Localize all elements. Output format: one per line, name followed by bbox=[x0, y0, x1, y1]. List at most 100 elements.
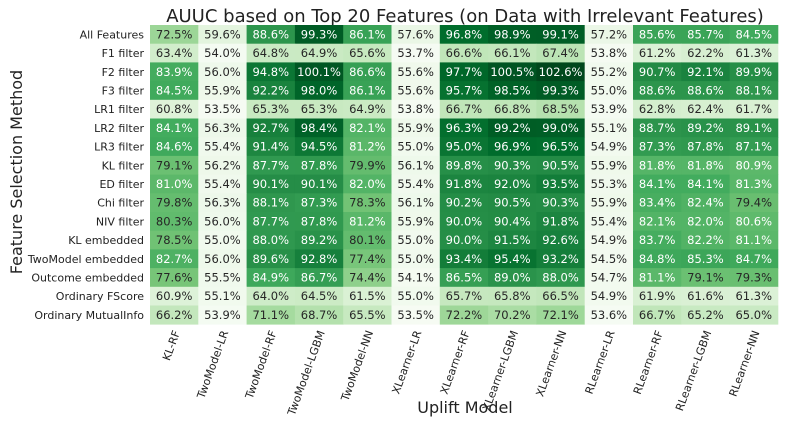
heatmap-cell bbox=[729, 193, 779, 213]
heatmap-cell bbox=[198, 137, 247, 157]
cell-value-label: 82.0% bbox=[349, 177, 386, 191]
heatmap-cell bbox=[536, 212, 586, 232]
cell-value-label: 77.6% bbox=[156, 270, 193, 284]
heatmap-cell bbox=[633, 230, 682, 250]
heatmap-cell bbox=[391, 305, 441, 325]
cell-value-label: 84.1% bbox=[156, 121, 193, 135]
cell-value-label: 102.6% bbox=[539, 65, 583, 79]
heatmap-cell bbox=[681, 155, 730, 175]
heatmap-cell bbox=[439, 118, 489, 138]
cell-value-label: 100.1% bbox=[297, 65, 341, 79]
cell-value-label: 85.6% bbox=[639, 27, 676, 41]
cell-value-label: 65.2% bbox=[687, 308, 724, 322]
cell-value-label: 56.2% bbox=[204, 158, 241, 172]
row-tick-label: Ordinary MutualInfo bbox=[34, 309, 144, 322]
cell-value-label: 56.3% bbox=[204, 196, 241, 210]
heatmap-cell bbox=[391, 268, 441, 288]
cell-value-label: 53.6% bbox=[591, 308, 628, 322]
row-tick-label: Chi filter bbox=[97, 197, 144, 210]
cell-value-label: 56.0% bbox=[204, 252, 241, 266]
cell-value-label: 64.5% bbox=[301, 289, 338, 303]
cell-value-label: 66.5% bbox=[542, 289, 579, 303]
heatmap-cell bbox=[246, 155, 296, 175]
heatmap-cell bbox=[584, 230, 634, 250]
cell-value-label: 99.3% bbox=[301, 27, 338, 41]
cell-value-label: 95.4% bbox=[494, 252, 531, 266]
cell-value-label: 53.5% bbox=[204, 102, 241, 116]
heatmap-cell bbox=[488, 174, 537, 194]
cell-value-label: 67.4% bbox=[542, 46, 579, 60]
heatmap-cell bbox=[584, 268, 634, 288]
heatmap-cell bbox=[729, 81, 779, 101]
cell-value-label: 88.1% bbox=[252, 196, 289, 210]
cell-value-label: 55.5% bbox=[204, 270, 241, 284]
cell-value-label: 62.4% bbox=[687, 102, 724, 116]
cell-value-label: 91.4% bbox=[252, 140, 289, 154]
heatmap-cell bbox=[246, 137, 296, 157]
heatmap-cell bbox=[729, 212, 779, 232]
heatmap-cell bbox=[294, 212, 344, 232]
cell-value-label: 90.0% bbox=[446, 233, 483, 247]
cell-value-label: 68.7% bbox=[301, 308, 338, 322]
cell-value-label: 66.6% bbox=[446, 46, 483, 60]
heatmap-cell bbox=[343, 62, 392, 82]
cell-value-label: 84.1% bbox=[639, 177, 676, 191]
heatmap-cell bbox=[681, 212, 730, 232]
cell-value-label: 54.9% bbox=[591, 233, 628, 247]
heatmap-cell bbox=[198, 212, 247, 232]
cell-value-label: 72.2% bbox=[446, 308, 483, 322]
heatmap-cell bbox=[488, 155, 537, 175]
cell-value-label: 87.7% bbox=[252, 158, 289, 172]
cell-value-label: 55.0% bbox=[397, 252, 434, 266]
heatmap-cell bbox=[729, 99, 779, 119]
heatmap-cell bbox=[536, 286, 586, 306]
heatmap-cell bbox=[488, 230, 537, 250]
cell-value-label: 57.2% bbox=[591, 27, 628, 41]
heatmap-cell bbox=[343, 305, 392, 325]
cell-value-label: 87.8% bbox=[301, 214, 338, 228]
heatmap-cell bbox=[488, 268, 537, 288]
cell-value-label: 99.1% bbox=[542, 27, 579, 41]
cell-value-label: 97.7% bbox=[446, 65, 483, 79]
cell-value-label: 90.3% bbox=[542, 196, 579, 210]
heatmap-cell bbox=[488, 212, 537, 232]
cell-value-label: 92.8% bbox=[301, 252, 338, 266]
cell-value-label: 96.5% bbox=[542, 140, 579, 154]
cell-value-label: 95.0% bbox=[446, 140, 483, 154]
cell-value-label: 53.8% bbox=[591, 46, 628, 60]
cell-value-label: 89.8% bbox=[446, 158, 483, 172]
heatmap-cell bbox=[584, 81, 634, 101]
cell-value-label: 72.5% bbox=[156, 27, 193, 41]
cell-value-label: 55.9% bbox=[204, 83, 241, 97]
heatmap-cell bbox=[681, 230, 730, 250]
row-tick-label: Outcome embedded bbox=[31, 271, 144, 284]
heatmap-cell bbox=[198, 25, 247, 45]
cell-value-label: 65.6% bbox=[349, 46, 386, 60]
heatmap-cell bbox=[633, 286, 682, 306]
heatmap-cell bbox=[681, 268, 730, 288]
cell-value-label: 54.9% bbox=[591, 289, 628, 303]
heatmap-cell bbox=[391, 99, 441, 119]
heatmap-cell bbox=[439, 212, 489, 232]
cell-value-label: 83.7% bbox=[639, 233, 676, 247]
cell-value-label: 65.3% bbox=[301, 102, 338, 116]
cell-value-label: 87.3% bbox=[639, 140, 676, 154]
heatmap-cell bbox=[343, 43, 392, 63]
heatmap-cell bbox=[246, 268, 296, 288]
cell-value-label: 74.4% bbox=[349, 270, 386, 284]
cell-value-label: 56.0% bbox=[204, 65, 241, 79]
cell-value-label: 91.8% bbox=[446, 177, 483, 191]
cell-value-label: 86.5% bbox=[446, 270, 483, 284]
cell-value-label: 96.8% bbox=[446, 27, 483, 41]
cell-value-label: 57.6% bbox=[397, 27, 434, 41]
heatmap-cell bbox=[198, 249, 247, 269]
cell-value-label: 92.6% bbox=[542, 233, 579, 247]
heatmap-cell bbox=[536, 249, 586, 269]
cell-value-label: 79.1% bbox=[156, 158, 193, 172]
heatmap-cell bbox=[439, 99, 489, 119]
cell-value-label: 54.1% bbox=[397, 270, 434, 284]
heatmap-cell bbox=[391, 137, 441, 157]
column-tick-label: TwoModel-LGBM bbox=[285, 329, 328, 418]
cell-value-label: 81.1% bbox=[735, 233, 772, 247]
cell-value-label: 55.0% bbox=[204, 233, 241, 247]
